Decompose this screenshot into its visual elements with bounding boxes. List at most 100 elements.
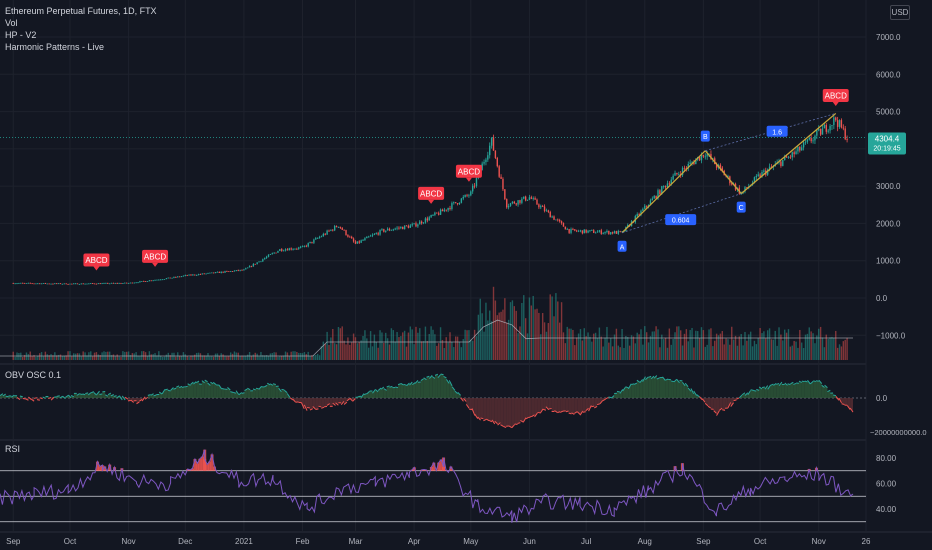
volume-bar	[666, 347, 669, 360]
candle-body	[795, 151, 797, 155]
obv-fill	[400, 383, 404, 398]
candle-body	[194, 274, 196, 276]
candle-body	[695, 159, 697, 165]
obv-line-segment	[722, 409, 726, 411]
obv-fill	[90, 391, 94, 398]
obv-line-segment	[244, 388, 248, 392]
volume-bar	[345, 344, 347, 360]
volume-indicator-label[interactable]: Vol	[5, 18, 18, 28]
candle-body	[366, 236, 368, 239]
obv-line-segment	[292, 398, 297, 403]
volume-bar	[613, 334, 616, 360]
obv-line-segment	[267, 382, 271, 386]
harmonic-indicator-label[interactable]: Harmonic Patterns - Live	[5, 42, 105, 52]
obv-fill	[827, 390, 831, 398]
time-tick-label: Jun	[523, 537, 536, 546]
candle-body	[808, 138, 810, 140]
candle-body	[566, 228, 568, 230]
obv-line-segment	[116, 395, 120, 399]
candle-body	[379, 229, 381, 235]
candle-body	[335, 226, 338, 228]
obv-line-segment	[491, 419, 496, 425]
obv-fill	[798, 381, 802, 398]
obv-line-segment	[699, 396, 703, 401]
obv-line-segment	[233, 391, 237, 394]
obv-fill	[568, 398, 572, 414]
obv-line-segment	[39, 397, 43, 400]
hp-indicator-label[interactable]: HP - V2	[5, 30, 37, 40]
candle-body	[823, 124, 826, 129]
obv-fill	[562, 398, 566, 412]
volume-bar	[360, 340, 362, 360]
obv-series	[0, 373, 854, 429]
volume-bar	[228, 356, 230, 360]
obv-line-segment	[465, 404, 470, 409]
symbol-title[interactable]: Ethereum Perpetual Futures, 1D, FTX	[5, 6, 157, 16]
candle-body	[67, 284, 69, 285]
candle-body	[54, 283, 56, 285]
volume-bar	[398, 337, 400, 360]
volume-bar	[462, 339, 464, 360]
rsi-tick-label: 40.00	[876, 505, 897, 514]
time-tick-label: Sep	[6, 537, 21, 546]
candle-body	[73, 283, 75, 285]
volume-bar	[264, 355, 266, 360]
candle-body	[112, 282, 115, 284]
obv-line-segment	[636, 379, 641, 383]
rsi-overbought-fill	[212, 466, 216, 471]
candle-body	[706, 154, 708, 157]
obv-fill	[665, 379, 669, 398]
obv-line-segment	[403, 383, 407, 386]
volume-bar	[644, 326, 646, 360]
obv-fill	[162, 389, 165, 398]
candle-body	[177, 276, 179, 278]
currency-button[interactable]: USD	[890, 5, 910, 20]
candle-body	[69, 283, 71, 285]
candle-body	[44, 283, 47, 284]
obv-line-segment	[574, 411, 578, 414]
obv-line-segment	[104, 394, 109, 397]
candle-body	[598, 230, 601, 232]
volume-bar	[835, 330, 837, 360]
candle-body	[97, 283, 100, 285]
candle-body	[579, 230, 582, 232]
candle-body	[358, 241, 360, 243]
candle-body	[481, 163, 483, 171]
volume-bar	[428, 333, 430, 360]
candle-body	[292, 249, 294, 250]
obv-tick-label: −20000000000.0	[870, 428, 927, 437]
volume-bar	[653, 331, 655, 360]
rsi-overbought-fill	[437, 462, 441, 471]
volume-bar	[587, 332, 589, 360]
candle-body	[504, 189, 506, 200]
candle-body	[390, 229, 393, 231]
candle-body	[572, 229, 574, 230]
volume-bar	[642, 344, 644, 360]
volume-bar	[356, 343, 359, 360]
candle-body	[608, 230, 610, 235]
volume-bar	[490, 321, 493, 360]
obv-line-segment	[656, 377, 660, 380]
obv-line-segment	[96, 390, 100, 395]
rsi-pane-label[interactable]: RSI	[5, 444, 21, 454]
volume-bar	[195, 352, 198, 360]
volume-bar	[831, 336, 833, 360]
obv-pane-label[interactable]: OBV OSC 0.1	[5, 370, 62, 380]
abcd-label-box	[142, 249, 169, 263]
obv-fill	[210, 382, 214, 398]
candle-body	[456, 203, 459, 205]
candle-body	[127, 283, 130, 284]
obv-line-segment	[139, 399, 143, 402]
volume-bar	[379, 330, 381, 360]
volume-bar	[593, 333, 595, 360]
candle-body	[120, 283, 122, 284]
volume-bar	[239, 355, 241, 360]
obv-fill	[503, 398, 507, 428]
harmonic-point-label: C	[739, 205, 744, 212]
obv-line-segment	[756, 388, 760, 391]
obv-fill	[409, 381, 413, 398]
volume-bar	[623, 347, 625, 360]
candle-body	[519, 200, 521, 203]
